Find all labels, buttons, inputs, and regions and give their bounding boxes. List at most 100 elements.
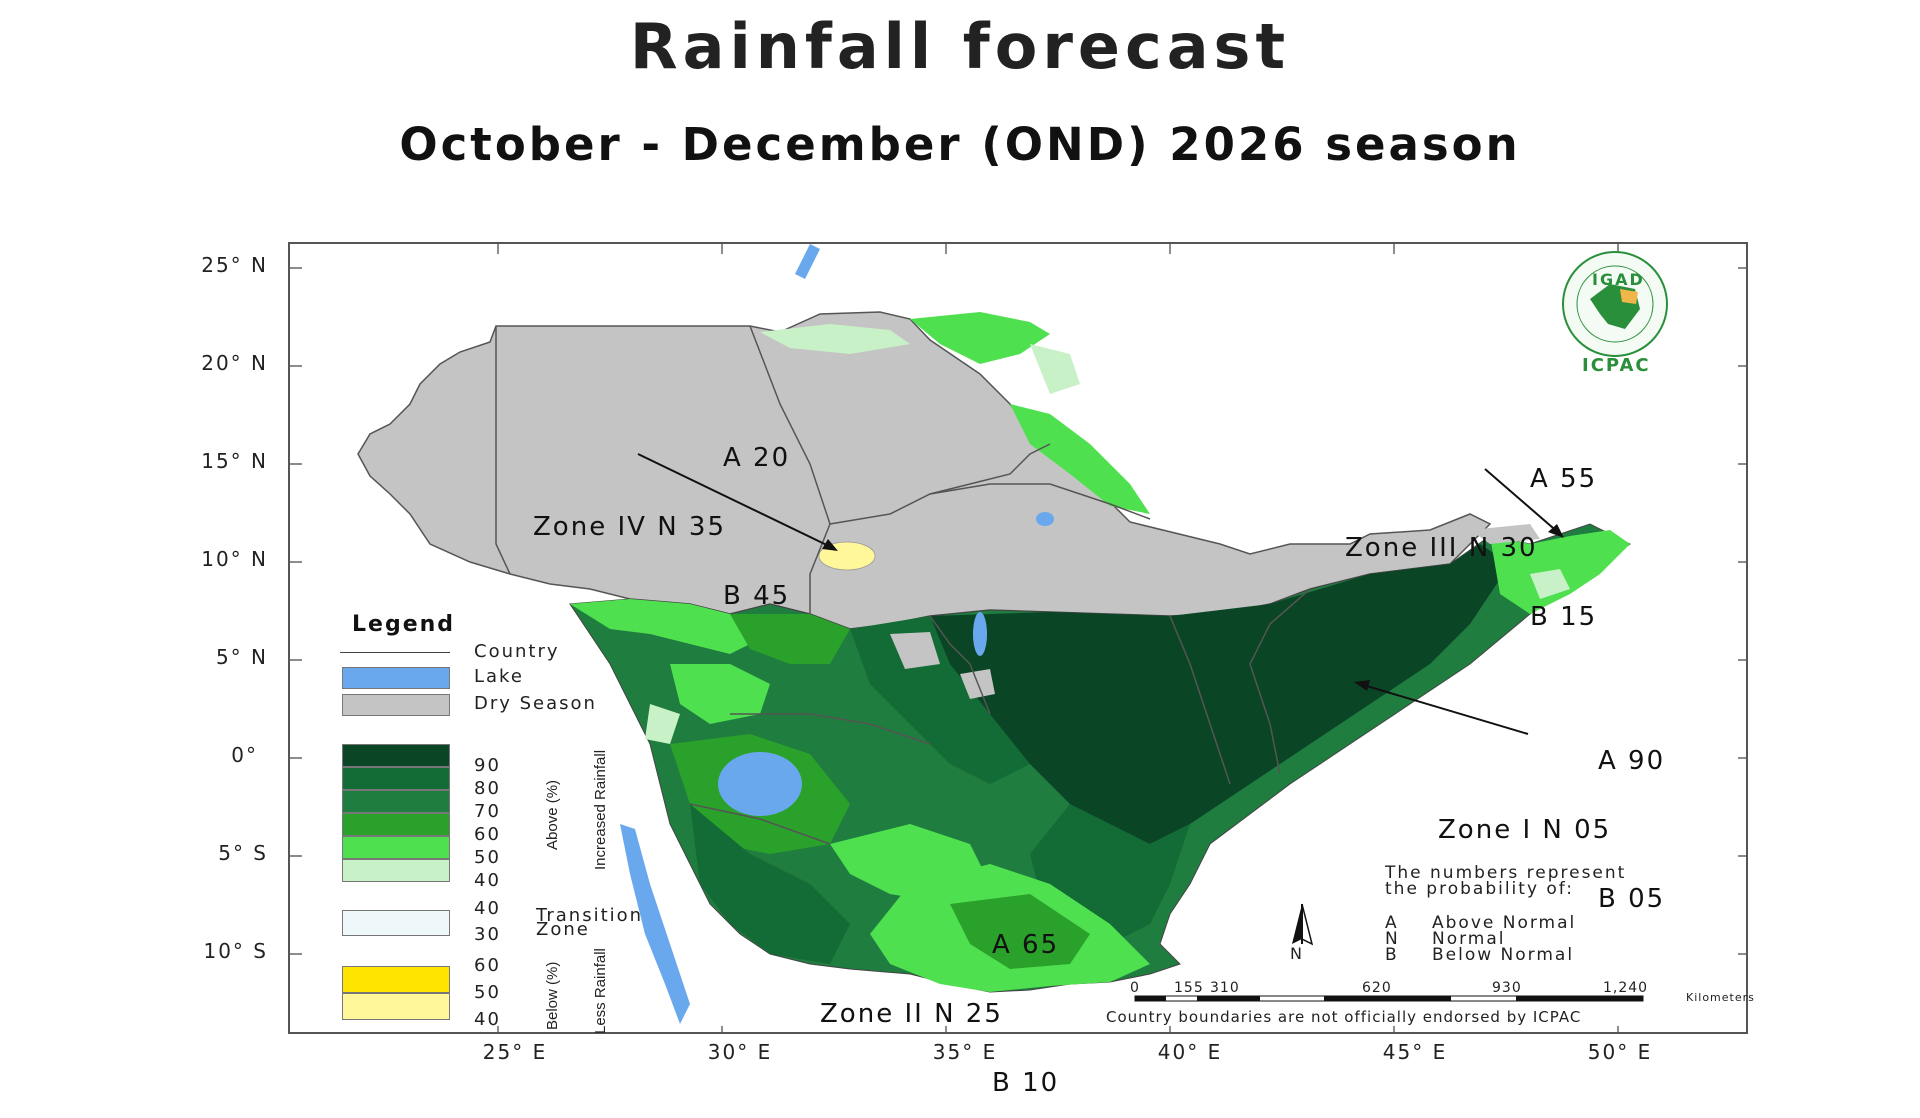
lake-turkana [973,612,987,656]
scale-tick-310: 310 [1210,980,1240,996]
zone-ii-label: A 65 Zone II N 25 B 10 [820,888,1059,1118]
map-frame [288,242,1748,1034]
page-subtitle: October - December (OND) 2026 season [399,118,1521,171]
zone-iv-a: A 20 [723,443,791,473]
legend-country-line [340,652,450,653]
north-label: N [1290,944,1304,963]
legend-transition-label-2: Zone [536,919,590,940]
scale-unit: Kilometers [1686,991,1755,1004]
note-line-2: the probability of: [1385,879,1574,899]
lat-label-25n: 25° N [201,253,268,277]
zone-iii-n: N 30 [1468,533,1538,563]
legend-dry-label: Dry Season [474,693,597,714]
zone-iii-name: Zone III [1345,533,1459,563]
legend-above-40-label: 40 [474,870,501,891]
note-a-key: A [1385,913,1399,933]
legend-lake-swatch [342,667,450,689]
zone-ii-a: A 65 [992,930,1060,960]
legend-transition-30: 30 [474,924,501,945]
zone-iv-n: N 35 [657,512,726,542]
lake-tana [1036,512,1054,526]
scale-tick-620: 620 [1362,980,1392,996]
zone-iv-name: Zone IV [533,512,647,542]
lat-label-0: 0° [231,743,258,767]
legend-above-70 [342,790,450,813]
legend-lake-label: Lake [474,666,524,687]
scale-tick-930: 930 [1492,980,1522,996]
lat-label-10s: 10° S [203,939,268,963]
legend-title: Legend [352,612,456,637]
legend-above-50 [342,836,450,859]
logo-icpac-text: ICPAC [1582,355,1651,376]
note-n-key: N [1385,929,1400,949]
legend-increased-label: Increased Rainfall [592,749,609,870]
north-arrow [1292,903,1314,946]
legend-above-60 [342,813,450,836]
dry-season-region [357,311,1492,630]
legend-above-80 [342,767,450,790]
lon-label-40e: 40° E [1157,1040,1223,1064]
zone-ii-n: N 25 [934,999,1003,1029]
zone-i-name: Zone I [1438,815,1533,845]
zone-i-n: N 05 [1542,815,1612,845]
disclaimer: Country boundaries are not officially en… [1106,1008,1582,1026]
lake-victoria [718,752,802,816]
legend-above-60-label: 60 [474,824,501,845]
lon-label-30e: 30° E [707,1040,773,1064]
lat-label-20n: 20° N [201,351,268,375]
lat-label-5s: 5° S [218,841,268,865]
zone-iv-label: A 20 Zone IV N 35 B 45 [533,401,790,631]
zone-iii-a: A 55 [1530,464,1598,494]
zone-iii-label: A 55 Zone III N 30 B 15 [1345,422,1597,652]
zone-i-a: A 90 [1598,746,1666,776]
legend-below-60 [342,966,450,993]
scale-bar [1134,995,1644,1002]
legend-country-label: Country [474,641,560,662]
legend-below-40-label: 40 [474,1009,501,1030]
note-b-text: Below Normal [1432,945,1575,965]
legend-above-pct-label: Above (%) [544,779,561,850]
zone-iii-row: Zone III N 30 [1345,535,1597,561]
zone-ii-name: Zone II [820,999,924,1029]
legend-transition-40: 40 [474,898,501,919]
lake-tanganyika [620,824,690,1024]
lon-label-50e: 50° E [1587,1040,1653,1064]
lon-label-25e: 25° E [482,1040,548,1064]
legend-below-60-label: 60 [474,955,501,976]
zone-iii-b: B 15 [1530,602,1598,632]
scale-tick-1240: 1,240 [1603,980,1649,996]
legend-dry-swatch [342,694,450,716]
note-line-1: The numbers represent [1385,863,1627,883]
note-b-key: B [1385,945,1399,965]
legend-less-label: Less Rainfall [592,948,609,1034]
lon-label-35e: 35° E [932,1040,998,1064]
note-a-text: Above Normal [1432,913,1577,933]
zone-iv-b: B 45 [723,581,791,611]
page-title: Rainfall forecast [629,10,1291,83]
legend-below-pct-label: Below (%) [544,961,561,1030]
map-canvas [290,244,1746,1032]
igad-logo [1562,251,1668,357]
legend-above-90-label: 90 [474,755,501,776]
note-n-text: Normal [1432,929,1506,949]
legend-transition-label-1: Transition [536,905,644,926]
zone-i-label: A 90 Zone I N 05 B 05 [1438,704,1665,934]
lon-label-45e: 45° E [1382,1040,1448,1064]
legend-above-40 [342,859,450,882]
lat-label-5n: 5° N [215,645,268,669]
zone-ii-b: B 10 [992,1068,1060,1098]
lat-label-10n: 10° N [201,547,268,571]
logo-igad-text: IGAD [1592,270,1645,289]
legend-below-50-label: 50 [474,982,501,1003]
zone-i-row: Zone I N 05 [1438,817,1665,843]
legend-above-50-label: 50 [474,847,501,868]
zone-iv-row: Zone IV N 35 [533,514,790,540]
legend-above-90 [342,744,450,767]
legend-above-70-label: 70 [474,801,501,822]
legend-transition-swatch [342,910,450,936]
scale-tick-0: 0 [1130,980,1140,996]
zone-i-b: B 05 [1598,884,1666,914]
zone-ii-row: Zone II N 25 [820,1001,1059,1027]
scale-tick-155: 155 [1174,980,1204,996]
legend-below-50 [342,993,450,1020]
